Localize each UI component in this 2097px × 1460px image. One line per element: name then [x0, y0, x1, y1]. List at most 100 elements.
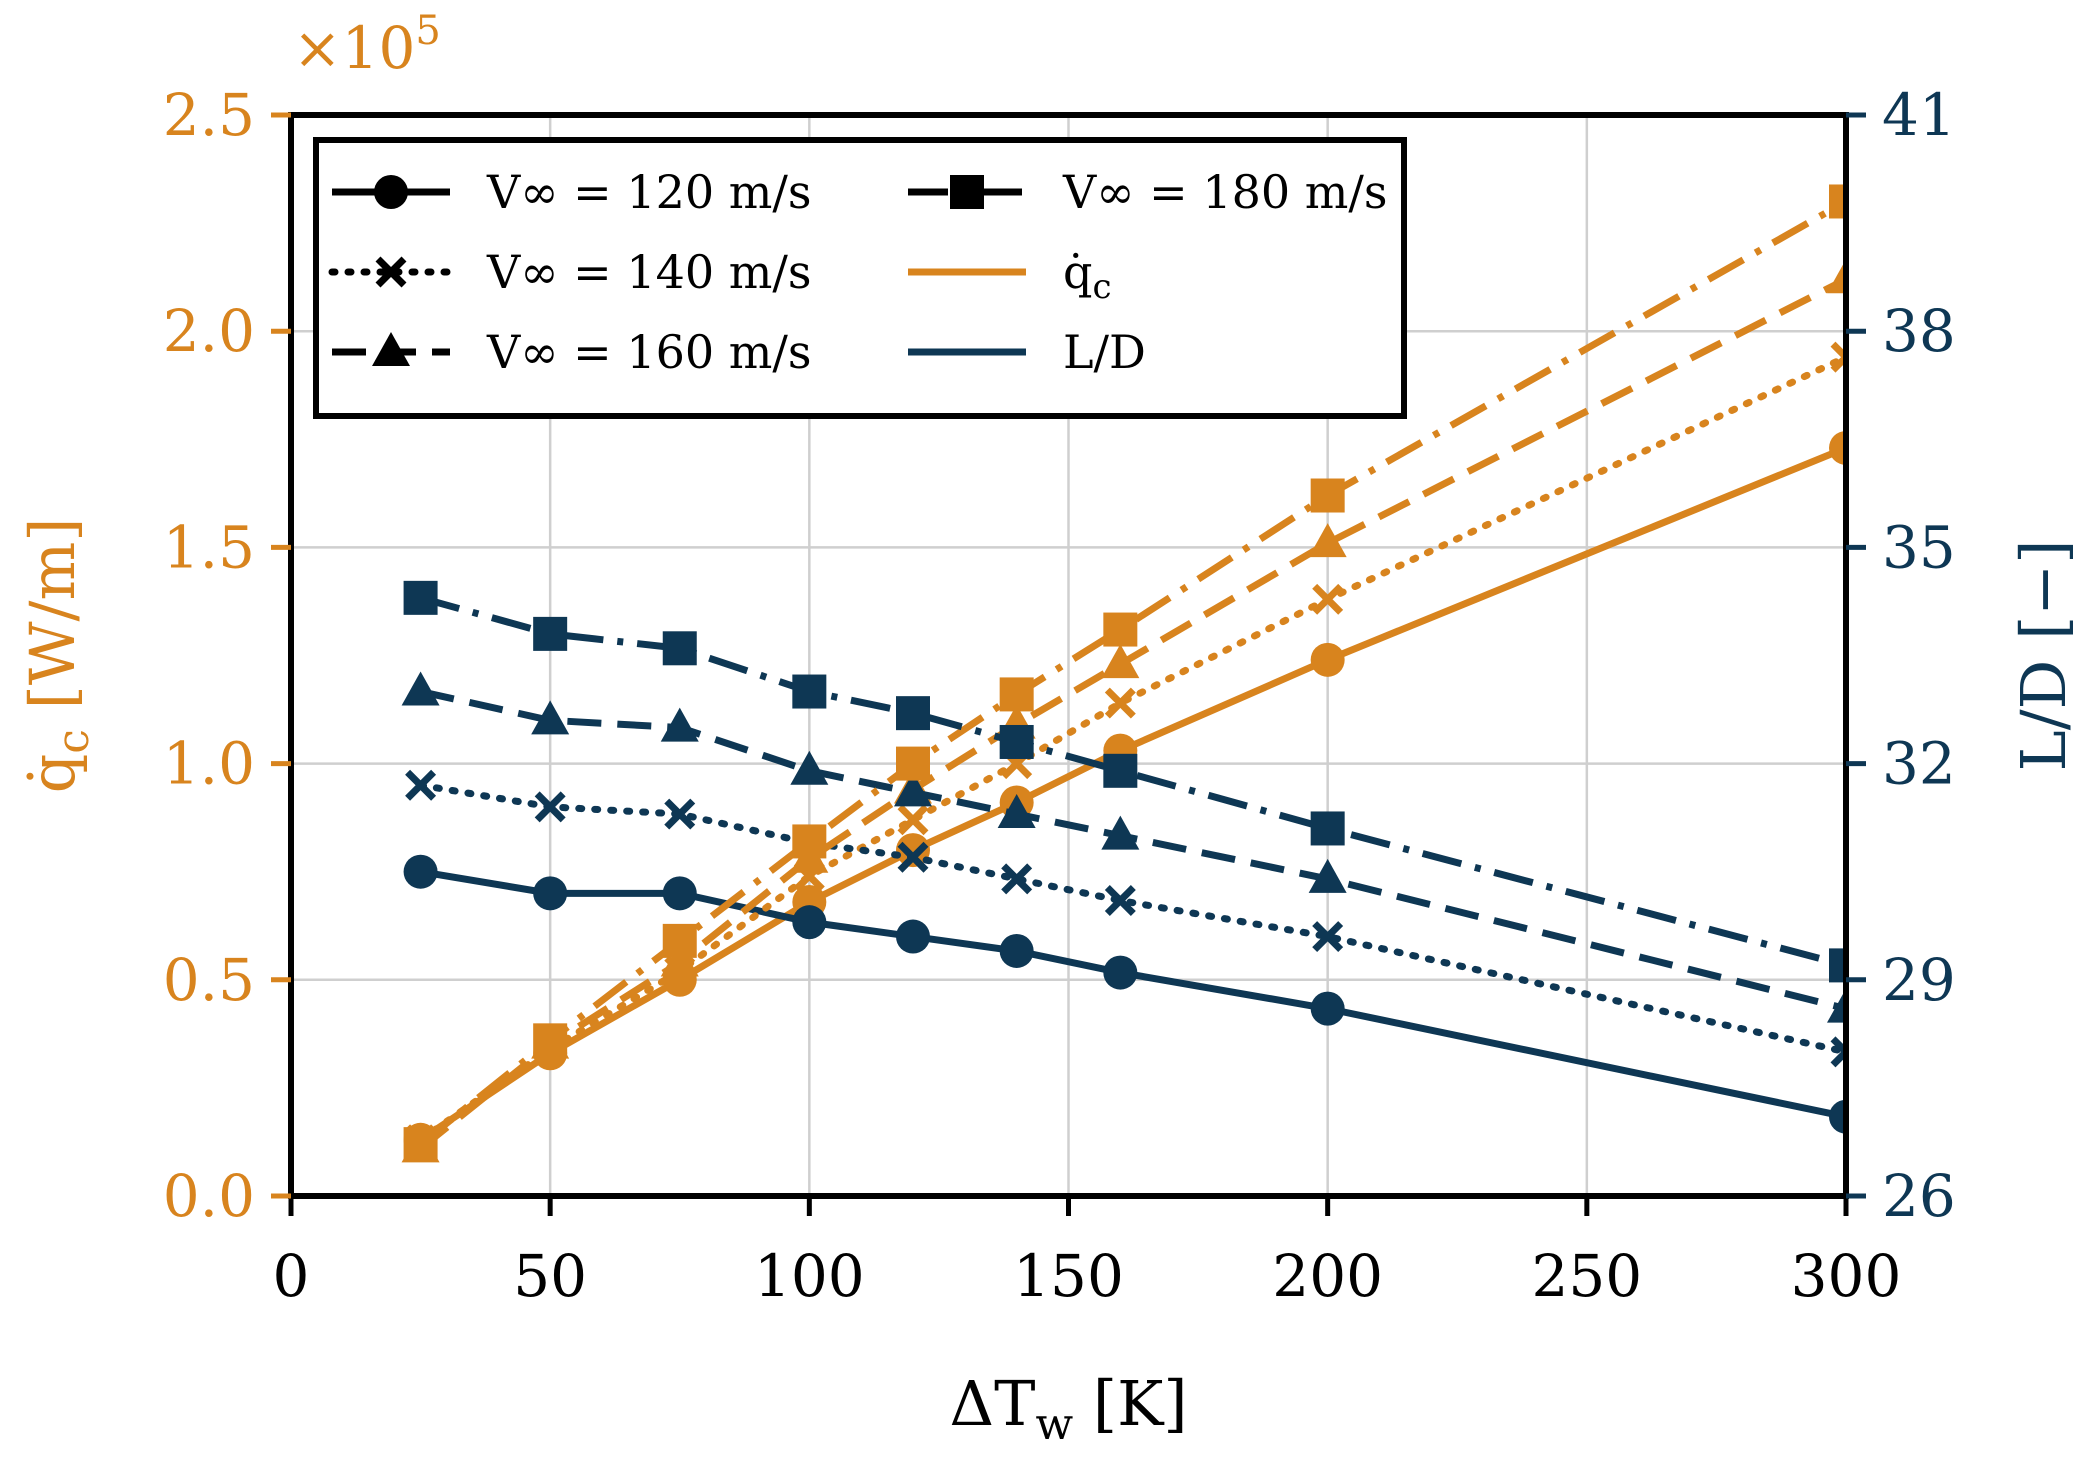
- lift-to-drag-marker-3: [999, 724, 1034, 759]
- series-layer: [401, 184, 1846, 1163]
- legend-label-s2: V∞ = 160 m/s: [486, 325, 811, 379]
- heat-flux-marker-2: [1308, 523, 1347, 558]
- legend-marker-s2: [372, 332, 410, 366]
- legend-label-qc-main: q̇: [1063, 245, 1092, 299]
- heat-flux-marker-3: [1310, 478, 1345, 513]
- heat-flux-marker-3: [999, 677, 1034, 712]
- multiplier-base: ×10: [293, 14, 415, 82]
- y-left-axis-title: q̇c [W/m]: [16, 518, 99, 794]
- lift-to-drag-marker-2: [997, 794, 1036, 829]
- lift-to-drag-marker-3: [1829, 948, 1846, 983]
- heat-flux-marker-3: [1103, 612, 1138, 647]
- x-tick-label: 0: [273, 1242, 310, 1310]
- lift-to-drag-marker-2: [1827, 988, 1846, 1023]
- lift-to-drag-marker-0: [1103, 955, 1138, 990]
- lift-to-drag-marker-0: [403, 854, 438, 889]
- lift-to-drag-line-3: [419, 594, 1846, 969]
- heat-flux-marker-3: [533, 1023, 568, 1058]
- legend-label-s3: V∞ = 180 m/s: [1062, 165, 1387, 219]
- lift-to-drag-marker-0: [533, 876, 568, 911]
- lift-to-drag-marker-1: [534, 791, 566, 823]
- y-right-tick-label: 41: [1882, 81, 1956, 149]
- y-left-tick-label: 1.0: [163, 730, 255, 798]
- x-tick-label: 100: [754, 1242, 865, 1310]
- heat-flux-marker-1: [1104, 687, 1136, 719]
- y-left-tick-label: 0.5: [163, 946, 255, 1014]
- lift-to-drag-marker-0: [896, 919, 930, 954]
- lift-to-drag-marker-0: [792, 905, 827, 940]
- lift-to-drag-marker-3: [1310, 811, 1345, 846]
- x-tick-label: 300: [1791, 1242, 1902, 1310]
- heat-flux-marker-1: [1830, 341, 1846, 373]
- multiplier-exponent: 5: [415, 8, 440, 54]
- x-axis-title-unit: [K]: [1073, 1367, 1187, 1440]
- heat-flux-marker-3: [896, 746, 930, 781]
- lift-to-drag-marker-0: [1829, 1099, 1846, 1134]
- lift-to-drag-marker-2: [1308, 858, 1347, 893]
- lift-to-drag-line-1: [417, 781, 1846, 1056]
- lift-to-drag-marker-2: [790, 750, 829, 785]
- legend-label-ld: L/D: [1063, 325, 1146, 379]
- y-right-tick-label: 35: [1882, 513, 1956, 581]
- lift-to-drag-marker-0: [662, 876, 697, 911]
- y-left-multiplier: ×105: [293, 8, 441, 82]
- lift-to-drag-marker-3: [403, 580, 438, 615]
- lift-to-drag-marker-2: [1101, 815, 1140, 850]
- heat-flux-marker-2: [1101, 644, 1140, 679]
- y-left-title-main: q̇: [16, 754, 89, 794]
- x-tick-label: 150: [1013, 1242, 1124, 1310]
- lift-to-drag-marker-2: [660, 707, 699, 742]
- heat-flux-marker-3: [1829, 184, 1846, 219]
- series-clipped: [401, 184, 1846, 1163]
- legend-label-qc-subscript: c: [1092, 267, 1111, 307]
- heat-flux-marker-3: [662, 923, 697, 958]
- heat-flux-marker-1: [1312, 583, 1344, 615]
- x-axis-title-subscript: w: [1036, 1399, 1074, 1450]
- lift-to-drag-marker-2: [894, 772, 932, 807]
- lift-to-drag-marker-1: [405, 769, 437, 801]
- heat-flux-line-0: [418, 444, 1846, 1143]
- lift-to-drag-marker-1: [897, 841, 929, 873]
- heat-flux-marker-1: [897, 804, 929, 836]
- legend-marker-s3: [950, 175, 984, 209]
- lift-to-drag-marker-3: [1103, 753, 1138, 788]
- lift-to-drag-marker-1: [1312, 921, 1344, 953]
- lift-to-drag-marker-1: [1001, 863, 1033, 895]
- lift-to-drag-line-2: [419, 688, 1846, 1013]
- legend: V∞ = 120 m/s V∞ = 140 m/s V∞ = 160 m/s V∞ =…: [313, 137, 1407, 419]
- y-left-tick-label: 2.0: [163, 297, 255, 365]
- y-right-tick-label: 26: [1882, 1162, 1956, 1230]
- lift-to-drag-marker-3: [533, 616, 568, 651]
- y-right-tick-label: 38: [1882, 297, 1956, 365]
- lift-to-drag-marker-3: [662, 631, 697, 666]
- y-left-tick-label: 0.0: [163, 1162, 255, 1230]
- y-right-axis-title: L/D [−]: [2007, 540, 2080, 772]
- heat-flux-marker-0: [1310, 642, 1345, 677]
- lift-to-drag-marker-2: [531, 700, 570, 735]
- x-tick-label: 50: [513, 1242, 587, 1310]
- y-right-tick-label: 29: [1882, 946, 1956, 1014]
- lift-to-drag-marker-0: [1310, 991, 1345, 1026]
- lift-to-drag-marker-0: [999, 933, 1034, 968]
- x-tick-label: 200: [1272, 1242, 1383, 1310]
- x-axis-title: ΔTw [K]: [949, 1367, 1187, 1450]
- lift-to-drag-marker-1: [1104, 885, 1136, 917]
- lift-to-drag-marker-2: [401, 671, 440, 706]
- legend-label-s1: V∞ = 140 m/s: [486, 245, 811, 299]
- heat-flux-marker-3: [792, 824, 827, 859]
- heat-flux-marker-2: [1827, 259, 1846, 294]
- legend-label-s0: V∞ = 120 m/s: [486, 165, 811, 219]
- legend-label-qc: q̇c: [1063, 245, 1112, 307]
- heat-flux-marker-0: [1829, 430, 1846, 465]
- heat-flux-marker-3: [403, 1127, 438, 1162]
- y-left-tick-label: 1.5: [163, 513, 255, 581]
- lift-to-drag-marker-1: [1830, 1036, 1846, 1068]
- x-tick-label: 250: [1531, 1242, 1642, 1310]
- lift-to-drag-marker-1: [664, 798, 696, 830]
- lift-to-drag-marker-3: [792, 674, 827, 709]
- y-right-tick-label: 32: [1882, 730, 1956, 798]
- legend-marker-s1: [375, 256, 407, 288]
- heat-flux-marker-2: [660, 942, 699, 977]
